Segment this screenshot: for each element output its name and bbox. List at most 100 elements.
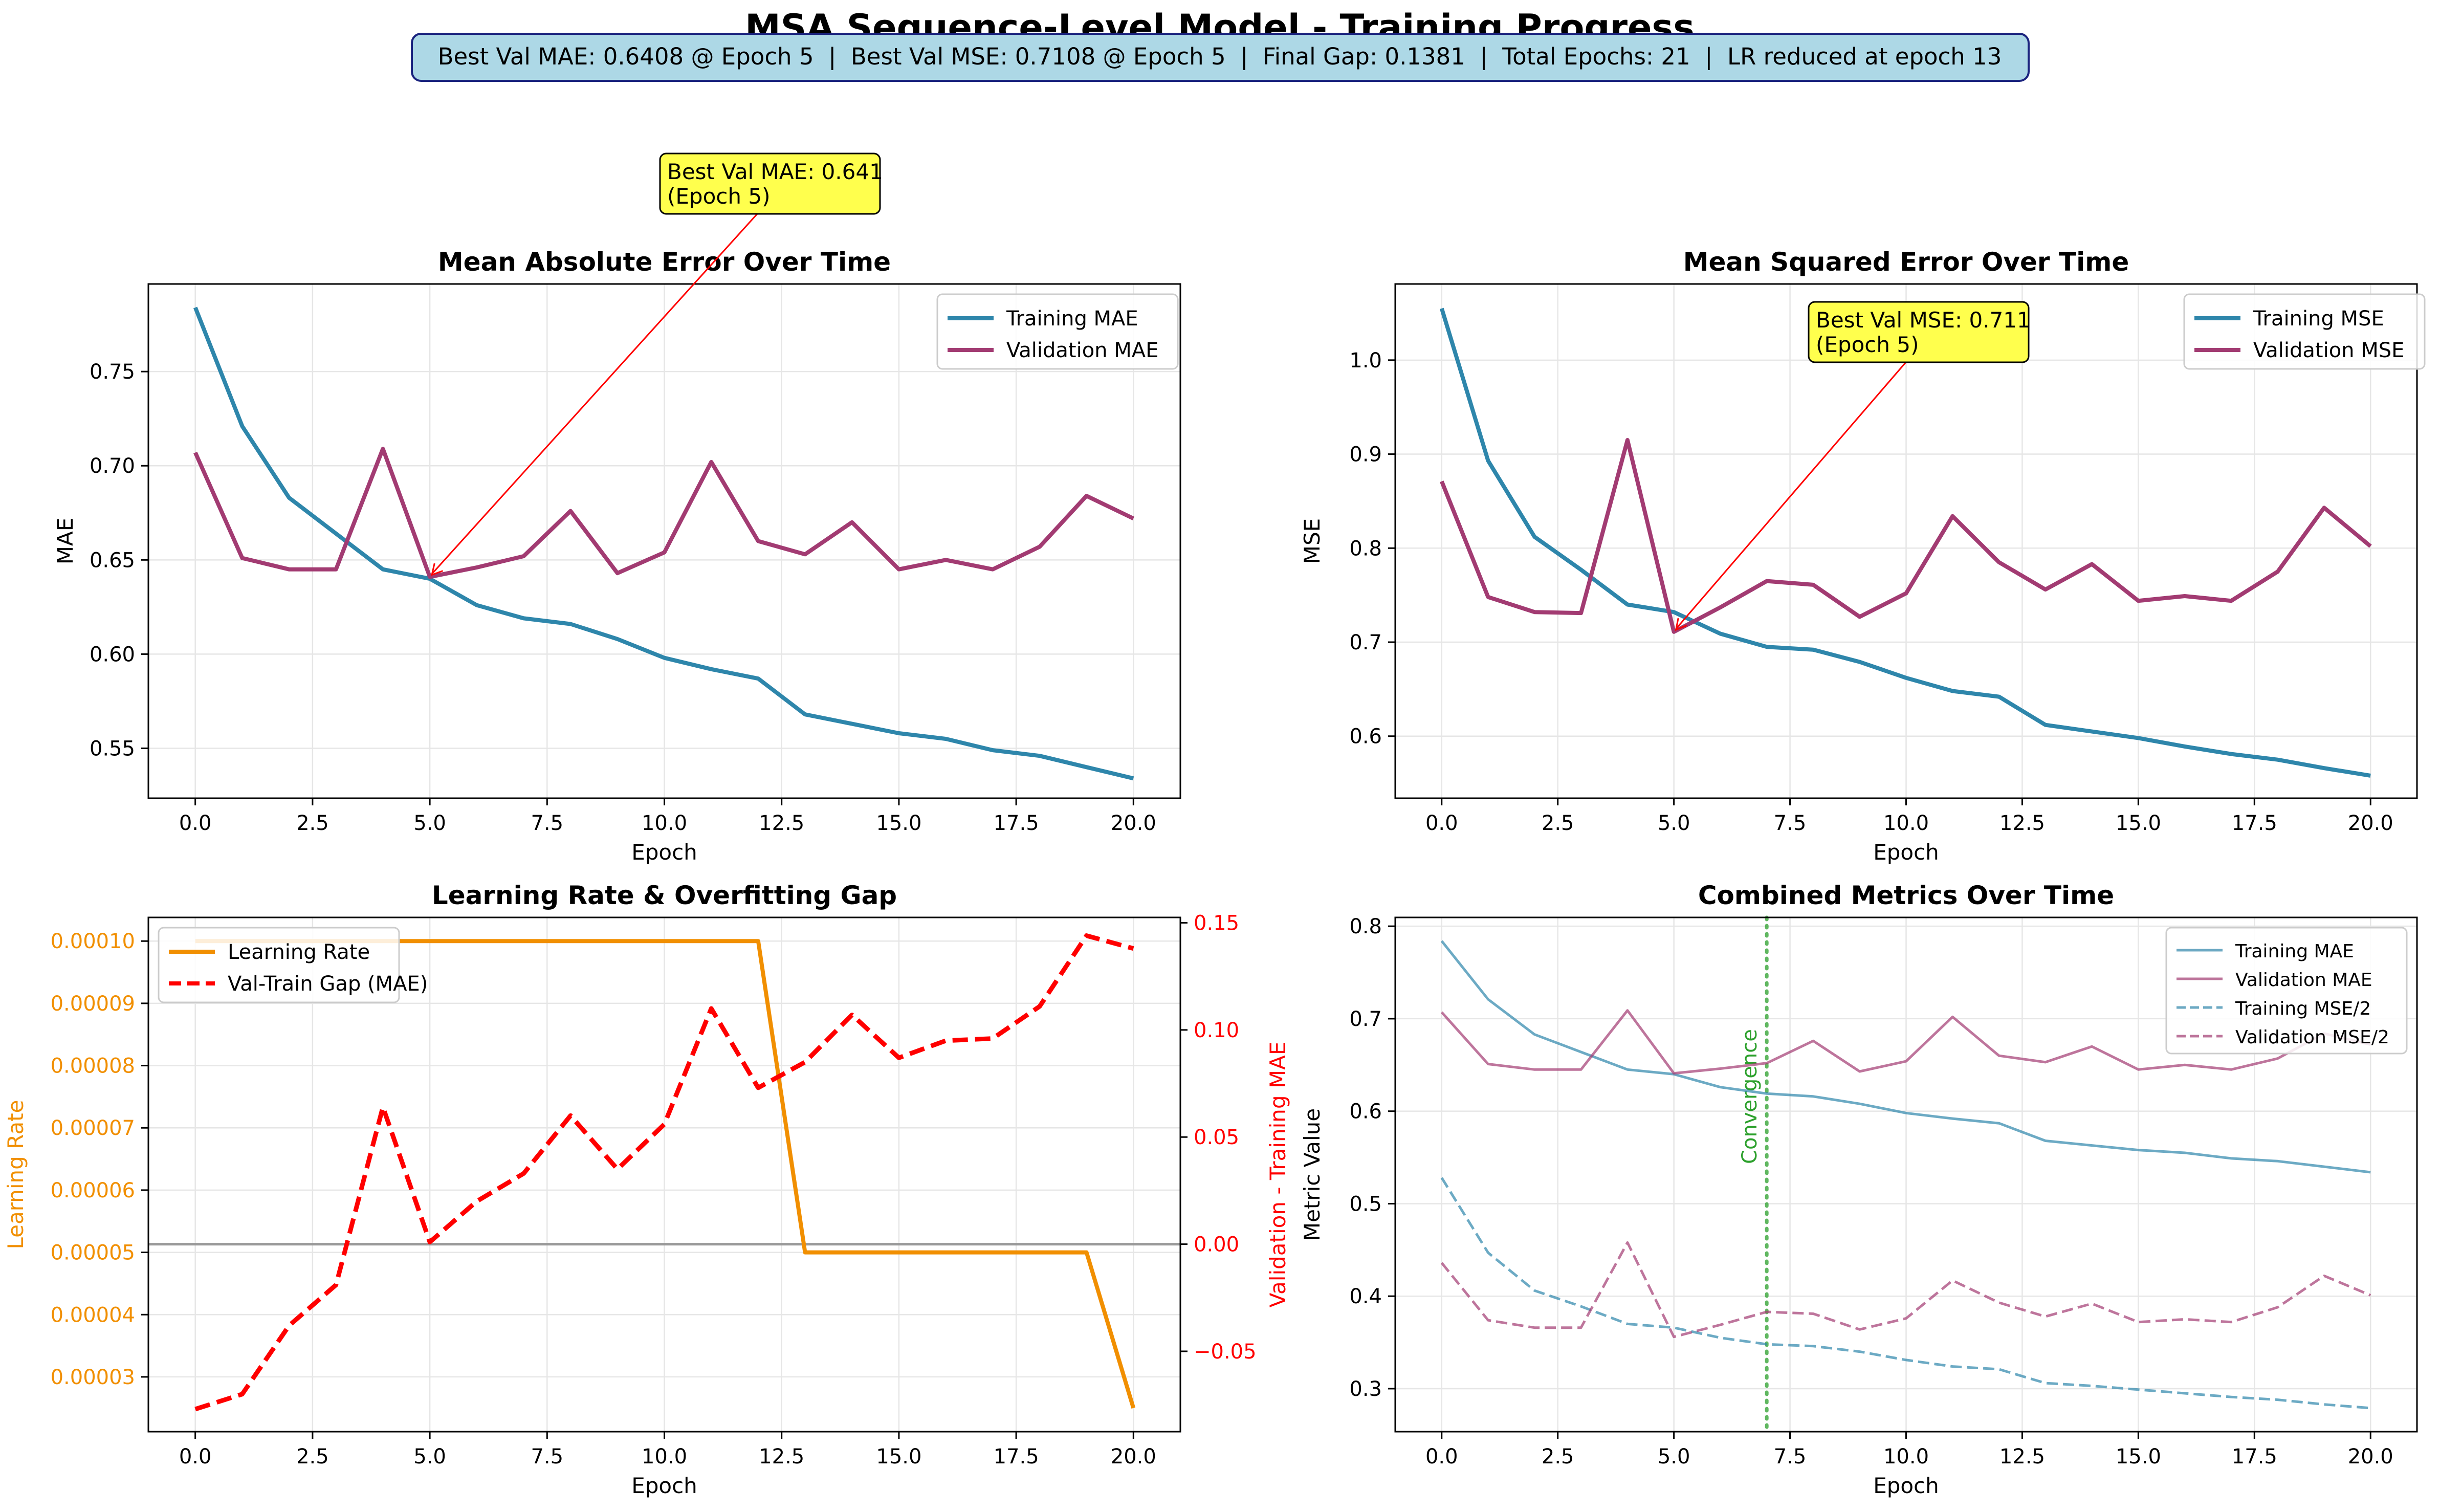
legend-label: Val-Train Gap (MAE) xyxy=(228,972,428,996)
y-tick-label: 0.00007 xyxy=(51,1116,135,1140)
legend-label: Validation MAE xyxy=(1006,339,1158,362)
series-line-2 xyxy=(1440,438,2372,634)
y-tick-label: 0.6 xyxy=(1349,725,1382,749)
y-tick-label: 0.7 xyxy=(1349,1007,1382,1031)
legend: Training MAE Validation MAE Training MSE/2… xyxy=(2165,927,2408,1055)
x-tick-label: 2.5 xyxy=(296,812,329,835)
panel-title: Mean Absolute Error Over Time xyxy=(438,247,891,277)
y-tick-label: 0.00003 xyxy=(51,1366,135,1389)
legend-label: Learning Rate xyxy=(228,940,370,964)
x-tick-label: 7.5 xyxy=(531,1445,563,1469)
y-tick-label: 0.8 xyxy=(1349,915,1382,938)
x-tick-label: 5.0 xyxy=(1658,812,1690,835)
legend-label: Training MAE xyxy=(1006,307,1138,331)
x-axis-label: Epoch xyxy=(631,1473,697,1498)
x-axis: 0.0 2.5 5.0 7.5 10.0 12.5 15.0 17.5 20.0 Epoch xyxy=(179,1432,1156,1498)
x-tick-label: 17.5 xyxy=(994,812,1039,835)
legend-label: Validation MSE xyxy=(2253,339,2404,362)
y-axis-right: −0.05 0.00 0.05 0.10 0.15 Validation - Traini… xyxy=(1180,911,1290,1364)
x-axis: 0.0 2.5 5.0 7.5 10.0 12.5 15.0 17.5 20.0 Epoch xyxy=(179,798,1156,865)
annotation-label: Best Val MAE: 0.641 xyxy=(667,159,883,184)
y-right-tick-label: 0.10 xyxy=(1194,1019,1239,1042)
series-line-4 xyxy=(1440,1241,2371,1339)
x-tick-label: 10.0 xyxy=(642,1445,687,1469)
x-tick-label: 12.5 xyxy=(759,1445,804,1469)
x-tick-label: 0.0 xyxy=(1425,1445,1458,1469)
x-tick-label: 15.0 xyxy=(876,812,921,835)
annotation-arrowhead xyxy=(431,563,443,576)
x-tick-label: 15.0 xyxy=(2116,812,2161,835)
panel-title: Combined Metrics Over Time xyxy=(1698,881,2114,910)
y-right-axis-label: Validation - Training MAE xyxy=(1265,1042,1290,1308)
series-line-2 xyxy=(193,447,1135,579)
chart-panel-4: Convergence 0.0 2.5 5.0 7.5 10.0 12.5 15.0 17.5 2… xyxy=(1300,881,2418,1498)
y-tick-label: 0.60 xyxy=(90,643,135,666)
y-axis: 0.6 0.7 0.8 0.9 1.0 MSE xyxy=(1300,349,1395,749)
y-tick-label: 0.00005 xyxy=(51,1241,135,1265)
annotation-label: (Epoch 5) xyxy=(667,184,770,209)
x-tick-label: 15.0 xyxy=(2116,1445,2161,1469)
series-line-1 xyxy=(1440,940,2371,1174)
y-tick-label: 0.3 xyxy=(1349,1377,1382,1401)
y-tick-label: 0.65 xyxy=(90,549,135,572)
x-tick-label: 2.5 xyxy=(1542,1445,1574,1469)
legend-box xyxy=(936,293,1179,370)
legend: Training MAE Validation MAE xyxy=(936,293,1179,370)
y-axis: 0.00003 0.00004 0.00005 0.00006 0.00007 0.000… xyxy=(3,930,148,1389)
x-tick-label: 10.0 xyxy=(642,812,687,835)
x-tick-label: 15.0 xyxy=(876,1445,921,1469)
legend-label: Training MSE/2 xyxy=(2235,998,2371,1019)
y-axis-label: MAE xyxy=(53,518,78,565)
x-tick-label: 10.0 xyxy=(1883,812,1929,835)
y-tick-label: 0.00010 xyxy=(51,930,135,953)
series-lines xyxy=(1439,308,2372,778)
legend-label: Validation MAE xyxy=(2235,970,2372,991)
x-tick-label: 2.5 xyxy=(1542,812,1574,835)
y-tick-label: 0.70 xyxy=(90,454,135,478)
series-line-2 xyxy=(194,933,1134,1412)
y-tick-label: 0.5 xyxy=(1349,1192,1382,1216)
x-tick-label: 0.0 xyxy=(179,1445,212,1469)
y-axis: 0.55 0.60 0.65 0.70 0.75 MAE xyxy=(53,360,148,760)
y-tick-label: 0.00004 xyxy=(51,1303,135,1327)
series-line-3 xyxy=(1440,1177,2371,1410)
x-tick-label: 5.0 xyxy=(1658,1445,1690,1469)
y-right-tick-label: 0.00 xyxy=(1194,1233,1239,1257)
x-tick-label: 7.5 xyxy=(531,812,563,835)
y-tick-label: 1.0 xyxy=(1349,349,1382,372)
x-axis-label: Epoch xyxy=(1873,1473,1939,1498)
x-tick-label: 17.5 xyxy=(994,1445,1039,1469)
series-lines xyxy=(1440,940,2371,1410)
annotation-box xyxy=(659,152,881,215)
x-axis: 0.0 2.5 5.0 7.5 10.0 12.5 15.0 17.5 20.0 Epoch xyxy=(1425,798,2393,865)
y-tick-label: 0.75 xyxy=(90,360,135,384)
legend: Learning Rate Val-Train Gap (MAE) xyxy=(158,927,428,1003)
annotation-label: (Epoch 5) xyxy=(1816,332,1919,357)
y-right-tick-label: 0.15 xyxy=(1194,911,1239,935)
x-tick-label: 20.0 xyxy=(2348,812,2393,835)
annotation-label: Best Val MSE: 0.711 xyxy=(1816,308,2031,333)
x-tick-label: 0.0 xyxy=(1425,812,1458,835)
legend-label: Training MAE xyxy=(2235,941,2354,962)
y-tick-label: 0.8 xyxy=(1349,537,1382,560)
chart-panels: 0.0 2.5 5.0 7.5 10.0 12.5 15.0 17.5 20.0 Epoch 0.5… xyxy=(3,152,2426,1498)
y-tick-label: 0.7 xyxy=(1349,631,1382,654)
x-tick-label: 2.5 xyxy=(296,1445,329,1469)
summary-box: Best Val MAE: 0.6408 @ Epoch 5 | Best Va… xyxy=(411,33,2030,82)
legend: Training MSE Validation MSE xyxy=(2183,293,2426,370)
x-tick-label: 20.0 xyxy=(1111,812,1156,835)
y-tick-label: 0.6 xyxy=(1349,1100,1382,1124)
y-tick-label: 0.00008 xyxy=(51,1055,135,1078)
chart-panel-2: 0.0 2.5 5.0 7.5 10.0 12.5 15.0 17.5 20.0 Epoch 0.6… xyxy=(1300,247,2426,865)
gridlines xyxy=(148,917,1180,1432)
chart-panel-1: 0.0 2.5 5.0 7.5 10.0 12.5 15.0 17.5 20.0 Epoch 0.5… xyxy=(53,152,1181,865)
x-tick-label: 12.5 xyxy=(1999,812,2045,835)
y-tick-label: 0.55 xyxy=(90,737,135,760)
y-tick-label: 0.9 xyxy=(1349,443,1382,467)
series-line-1 xyxy=(1439,308,2371,778)
series-line-1 xyxy=(193,306,1134,781)
x-tick-label: 20.0 xyxy=(2348,1445,2393,1469)
x-tick-label: 10.0 xyxy=(1883,1445,1929,1469)
annotation-arrow xyxy=(1676,362,1907,628)
